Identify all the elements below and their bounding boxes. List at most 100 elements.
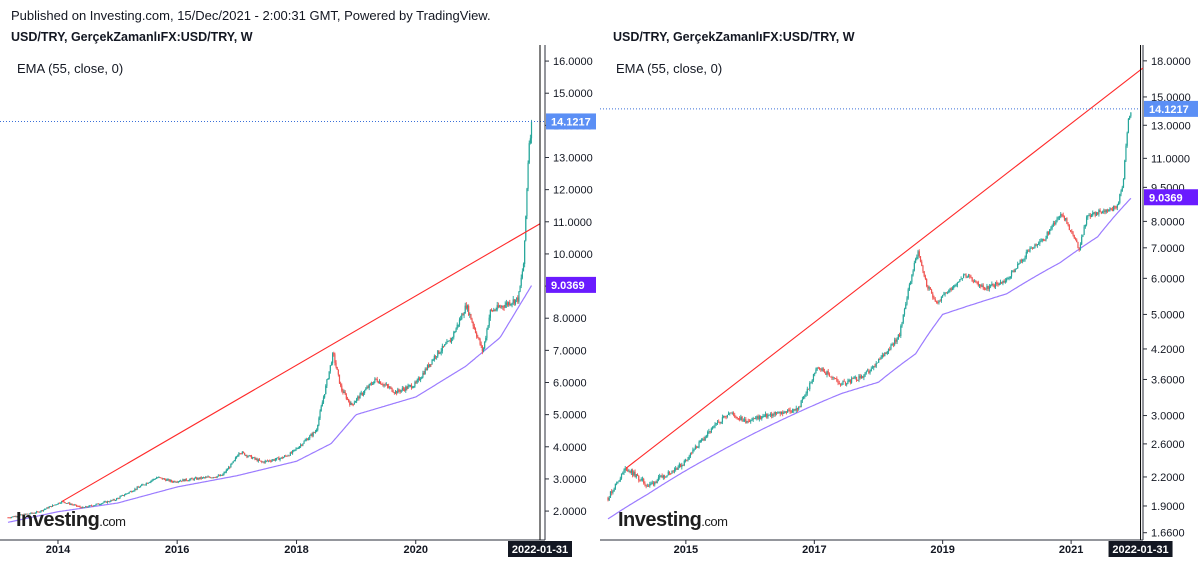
candle-body bbox=[354, 401, 357, 403]
candle-body bbox=[729, 412, 731, 414]
candle-body bbox=[142, 484, 144, 486]
candle-body bbox=[525, 216, 527, 241]
candle-body bbox=[423, 373, 425, 375]
candle-body bbox=[155, 477, 158, 479]
candle-body bbox=[500, 306, 502, 308]
candle-body bbox=[95, 504, 97, 506]
x-tick-label: 2020 bbox=[403, 544, 427, 556]
candle-body bbox=[337, 369, 339, 375]
candle-body bbox=[710, 428, 712, 433]
candle-body bbox=[117, 498, 119, 499]
candle-body bbox=[785, 411, 787, 413]
candle-body bbox=[1026, 250, 1029, 252]
candle-body bbox=[846, 383, 848, 385]
candle-body bbox=[825, 372, 827, 375]
candle-body bbox=[928, 287, 930, 289]
candle-body bbox=[138, 487, 141, 488]
candle-body bbox=[77, 506, 79, 507]
candle-body bbox=[1039, 241, 1041, 244]
candle-body bbox=[212, 477, 214, 479]
candle-body bbox=[1072, 232, 1074, 236]
candle-body bbox=[135, 488, 137, 490]
chart-svg[interactable]: 16.000015.000014.000013.000012.000011.00… bbox=[0, 0, 600, 561]
y-tick-label: 7.0000 bbox=[1151, 243, 1185, 255]
candle-body bbox=[489, 309, 491, 318]
candle-body bbox=[421, 377, 423, 379]
candle-body bbox=[245, 454, 247, 456]
candle-body bbox=[490, 309, 493, 311]
candle-body bbox=[919, 256, 922, 262]
candle-body bbox=[279, 458, 281, 460]
candle-body bbox=[1114, 205, 1116, 208]
candle-body bbox=[833, 377, 835, 379]
candle-body bbox=[976, 281, 978, 283]
candle-body bbox=[298, 446, 301, 449]
candle-body bbox=[659, 476, 661, 478]
candle-body bbox=[438, 350, 440, 354]
candle-body bbox=[1097, 212, 1099, 215]
candle-body bbox=[739, 418, 741, 421]
candle-body bbox=[796, 408, 799, 410]
candle-body bbox=[464, 305, 466, 314]
candle-body bbox=[184, 478, 186, 482]
candle-body bbox=[121, 495, 123, 496]
candle-body bbox=[859, 375, 861, 379]
candle-body bbox=[149, 482, 151, 483]
candle-body bbox=[1060, 214, 1062, 217]
candle-body bbox=[357, 396, 359, 399]
candle-body bbox=[143, 484, 145, 486]
candle-body bbox=[934, 299, 936, 302]
candle-body bbox=[1119, 194, 1121, 203]
candle-body bbox=[384, 384, 386, 386]
candle-body bbox=[293, 449, 295, 451]
candle-body bbox=[1124, 160, 1126, 180]
candle-body bbox=[958, 281, 960, 283]
candle-body bbox=[1077, 242, 1079, 249]
candle-body bbox=[113, 499, 115, 501]
chart-panel-linear[interactable]: USD/TRY, GerçekZamanlıFX:USD/TRY, W EMA … bbox=[0, 0, 600, 561]
candle-body bbox=[314, 431, 317, 433]
candle-body bbox=[651, 482, 653, 484]
candle-body bbox=[804, 395, 806, 397]
candle-body bbox=[768, 414, 770, 416]
candle-body bbox=[822, 368, 824, 372]
candle-body bbox=[99, 504, 102, 505]
candle-body bbox=[737, 418, 740, 419]
candle-body bbox=[119, 496, 121, 499]
candle-body bbox=[734, 414, 736, 417]
candle-body bbox=[215, 477, 217, 479]
chart-panel-log[interactable]: USD/TRY, GerçekZamanlıFX:USD/TRY, W EMA … bbox=[600, 0, 1200, 561]
candle-body bbox=[393, 392, 395, 394]
candle-body bbox=[110, 500, 112, 502]
candle-body bbox=[412, 387, 414, 389]
candle-body bbox=[453, 332, 455, 338]
candle-body bbox=[761, 416, 763, 419]
candle-body bbox=[916, 256, 918, 259]
x-tick-label: 2021 bbox=[1059, 544, 1083, 556]
candle-body bbox=[1115, 207, 1117, 208]
candle-body bbox=[185, 478, 187, 481]
candle-body bbox=[509, 302, 511, 305]
candle-body bbox=[987, 286, 989, 290]
candle-body bbox=[401, 388, 403, 391]
candle-body bbox=[740, 416, 742, 421]
candle-body bbox=[693, 449, 695, 451]
candle-body bbox=[50, 506, 53, 507]
candle-body bbox=[458, 319, 461, 325]
candle-body bbox=[614, 483, 616, 489]
candle-body bbox=[510, 304, 512, 305]
candle-body bbox=[417, 378, 419, 380]
investing-logo: Investing.com bbox=[618, 509, 727, 531]
ema-line bbox=[607, 197, 1132, 520]
candle-body bbox=[1009, 276, 1011, 279]
candle-body bbox=[810, 382, 812, 384]
candle-body bbox=[632, 470, 634, 476]
candle-body bbox=[1050, 228, 1052, 230]
candle-body bbox=[988, 286, 990, 290]
candle-body bbox=[1008, 278, 1010, 279]
candle-body bbox=[850, 378, 853, 383]
chart-svg[interactable]: 18.000015.000013.000011.00009.50008.0000… bbox=[600, 0, 1200, 561]
candle-body bbox=[667, 471, 669, 476]
candle-body bbox=[670, 473, 672, 475]
candle-body bbox=[868, 370, 870, 373]
